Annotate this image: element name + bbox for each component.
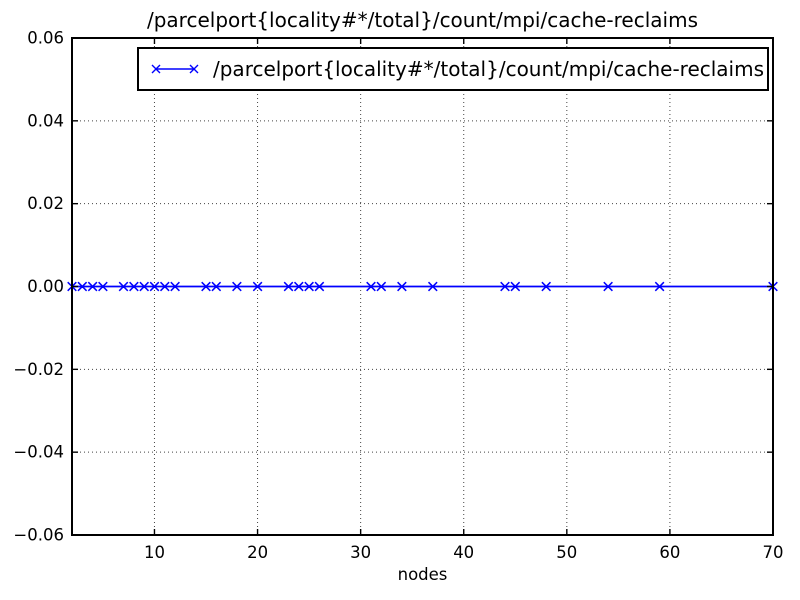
x-axis-label: nodes	[397, 565, 448, 584]
y-tick-label: 0.04	[27, 111, 64, 130]
tick-labels: 10 20 30 40 50 60 70 0.06 0.04 0.02 0.00 −0.02 −0.04…	[13, 29, 783, 563]
legend-label: /parcelport{locality#*/total}/count/mpi/…	[213, 57, 765, 81]
x-tick-label: 70	[763, 543, 784, 562]
x-tick-label: 50	[556, 543, 577, 562]
y-tick-label: 0.00	[27, 277, 64, 296]
x-tick-label: 10	[144, 543, 165, 562]
x-tick-label: 30	[350, 543, 371, 562]
chart-title: /parcelport{locality#*/total}/count/mpi/…	[146, 8, 698, 32]
tick-marks	[72, 37, 774, 536]
x-tick-label: 40	[453, 543, 474, 562]
y-tick-label: 0.02	[27, 194, 64, 213]
x-tick-label: 20	[247, 543, 268, 562]
legend: /parcelport{locality#*/total}/count/mpi/…	[137, 47, 769, 91]
legend-line-marker-icon	[151, 64, 199, 74]
y-tick-label: −0.06	[13, 526, 64, 545]
data-series	[67, 281, 778, 292]
x-tick-label: 60	[659, 543, 680, 562]
y-tick-label: 0.06	[27, 29, 64, 48]
y-tick-label: −0.02	[13, 360, 64, 379]
y-tick-label: −0.04	[13, 443, 64, 462]
